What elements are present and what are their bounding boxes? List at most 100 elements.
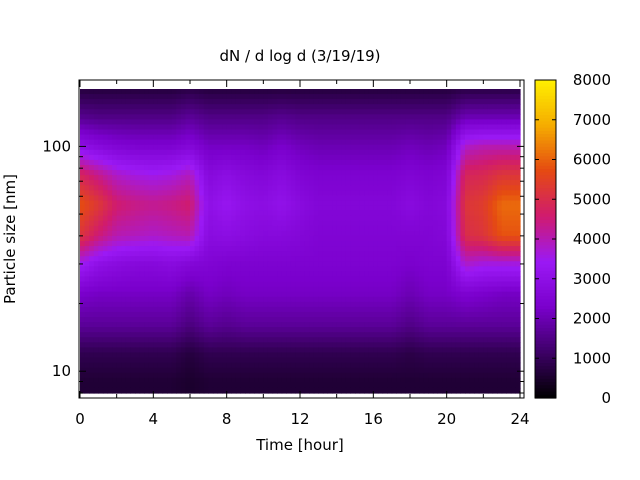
heatmap-cell: [382, 246, 388, 252]
heatmap-cell: [350, 235, 356, 242]
heatmap-cell: [203, 159, 209, 166]
heatmap-cell: [235, 149, 242, 156]
heatmap-cell: [125, 134, 132, 141]
heatmap-cell: [382, 99, 388, 105]
heatmap-cell: [382, 165, 388, 171]
heatmap-cell: [469, 89, 475, 95]
heatmap-cell: [510, 281, 517, 288]
heatmap-cell: [240, 159, 246, 166]
heatmap-cell: [153, 246, 159, 252]
heatmap-cell: [313, 104, 319, 110]
heatmap-cell: [355, 129, 361, 136]
heatmap-cell: [396, 322, 402, 328]
heatmap-cell: [199, 291, 205, 298]
heatmap-cell: [235, 251, 242, 257]
heatmap-cell: [240, 286, 246, 293]
heatmap-cell: [272, 185, 278, 191]
heatmap-cell: [157, 301, 164, 308]
heatmap-cell: [377, 276, 384, 283]
heatmap-cell: [428, 104, 434, 110]
heatmap-cell: [190, 109, 196, 115]
heatmap-cell: [300, 230, 306, 237]
heatmap-cell: [295, 99, 301, 105]
heatmap-cell: [171, 180, 177, 186]
heatmap-cell: [240, 332, 246, 338]
heatmap-cell: [501, 311, 507, 318]
heatmap-cell: [135, 114, 141, 120]
heatmap-cell: [474, 327, 480, 333]
heatmap-cell: [309, 195, 315, 202]
heatmap-cell: [455, 322, 462, 328]
heatmap-cell: [405, 99, 411, 105]
heatmap-cell: [162, 154, 168, 161]
heatmap-cell: [350, 200, 356, 207]
heatmap-cell: [423, 215, 429, 222]
heatmap-cell: [84, 119, 90, 126]
heatmap-cell: [121, 246, 127, 252]
heatmap-cell: [300, 266, 306, 272]
heatmap-cell: [405, 332, 411, 338]
heatmap-cell: [135, 317, 141, 323]
heatmap-cell: [506, 311, 512, 318]
heatmap-cell: [391, 139, 397, 146]
heatmap-cell: [180, 195, 187, 202]
heatmap-cell: [153, 215, 159, 222]
heatmap-cell: [341, 129, 347, 136]
heatmap-cell: [405, 185, 411, 191]
heatmap-cell: [400, 180, 407, 186]
heatmap-cell: [258, 286, 264, 293]
heatmap-cell: [139, 175, 145, 181]
heatmap-cell: [387, 301, 393, 308]
heatmap-cell: [93, 322, 99, 328]
heatmap-cell: [217, 205, 223, 212]
heatmap-cell: [240, 276, 246, 283]
heatmap-cell: [144, 306, 150, 313]
heatmap-cell: [414, 89, 420, 95]
heatmap-cell: [510, 332, 517, 338]
heatmap-cell: [84, 205, 90, 212]
heatmap-cell: [309, 124, 315, 131]
heatmap-cell: [322, 94, 329, 100]
heatmap-cell: [116, 276, 122, 283]
heatmap-cell: [171, 332, 177, 338]
heatmap-cell: [414, 185, 420, 191]
heatmap-cell: [84, 317, 90, 323]
heatmap-cell: [102, 129, 109, 136]
heatmap-cell: [295, 134, 301, 141]
heatmap-cell: [465, 159, 471, 166]
heatmap-cell: [162, 195, 168, 202]
heatmap-cell: [451, 154, 457, 161]
heatmap-cell: [93, 129, 99, 136]
heatmap-cell: [336, 230, 342, 237]
heatmap-cell: [492, 195, 498, 202]
heatmap-cell: [226, 261, 232, 267]
heatmap-cell: [387, 251, 393, 257]
heatmap-cell: [460, 154, 466, 161]
heatmap-cell: [217, 99, 223, 105]
heatmap-cell: [190, 94, 196, 100]
heatmap-cell: [153, 180, 159, 186]
heatmap-cell: [93, 124, 99, 131]
heatmap-cell: [469, 129, 475, 136]
heatmap-cell: [153, 251, 159, 257]
heatmap-cell: [355, 230, 361, 237]
heatmap-cell: [212, 129, 219, 136]
heatmap-cell: [281, 251, 287, 257]
heatmap-cell: [355, 342, 361, 348]
heatmap-cell: [190, 306, 196, 313]
heatmap-cell: [469, 185, 475, 191]
heatmap-cell: [217, 235, 223, 242]
heatmap-cell: [327, 337, 333, 343]
heatmap-cell: [501, 205, 507, 212]
heatmap-cell: [327, 271, 333, 278]
heatmap-cell: [190, 230, 196, 237]
heatmap-cell: [332, 134, 338, 141]
heatmap-cell: [258, 241, 264, 247]
heatmap-cell: [368, 165, 374, 171]
heatmap-cell: [185, 317, 191, 323]
heatmap-cell: [478, 337, 484, 343]
heatmap-cell: [437, 119, 443, 126]
heatmap-cell: [240, 220, 246, 227]
heatmap-cell: [180, 119, 187, 126]
heatmap-cell: [460, 225, 466, 232]
